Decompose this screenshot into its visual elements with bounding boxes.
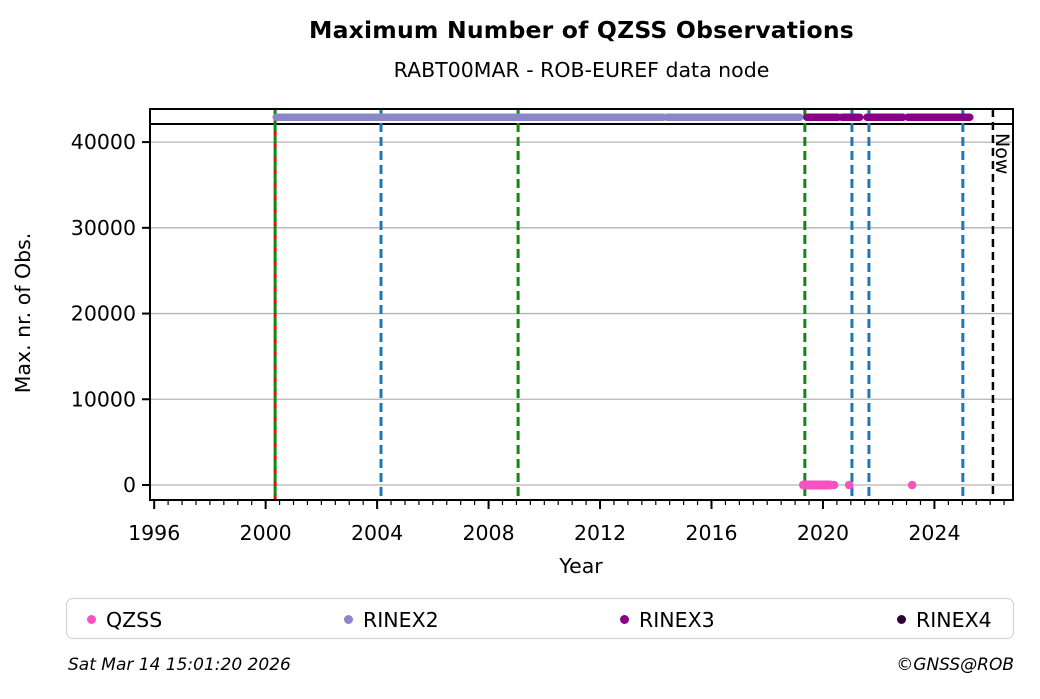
legend-label: RINEX2 xyxy=(363,607,439,632)
series-point-qzss xyxy=(907,480,917,490)
plot-frame xyxy=(149,108,1014,501)
plot-layers: 1996 2000 2004 2008 2012 2016 2020 2024 0 10000 20… xyxy=(71,108,1014,545)
plot-canvas: 1996 2000 2004 2008 2012 2016 2020 2024 0 10000 20… xyxy=(11,108,1014,578)
x-tick-label: 2008 xyxy=(462,521,514,545)
legend: QZSS RINEX2 RINEX3 RINEX4 xyxy=(66,598,1014,639)
x-tick-label: 2016 xyxy=(685,521,737,545)
legend-label: RINEX3 xyxy=(639,607,715,632)
x-tick-label: 2004 xyxy=(351,521,403,545)
plot-timestamp: Sat Mar 14 15:01:20 2026 xyxy=(68,655,291,675)
legend-item-rinex2: RINEX2 xyxy=(344,599,439,640)
x-tick-label: 1996 xyxy=(128,521,180,545)
legend-label: RINEX4 xyxy=(916,607,992,632)
copyright-credit: ©GNSS@ROB xyxy=(896,655,1014,675)
series-point-qzss xyxy=(844,480,854,490)
y-tick-label: 20000 xyxy=(71,302,136,326)
chart-subtitle: RABT00MAR - ROB-EUREF data node xyxy=(393,58,770,82)
y-tick-label: 10000 xyxy=(71,387,136,411)
rinex4-marker-icon xyxy=(897,615,906,624)
y-tick-label: 40000 xyxy=(71,130,136,154)
x-tick-label: 2020 xyxy=(797,521,849,545)
x-tick-label: 2012 xyxy=(574,521,626,545)
rinex3-marker-icon xyxy=(620,615,629,624)
x-tick-label: 2024 xyxy=(908,521,960,545)
qzss-marker-icon xyxy=(87,615,96,624)
y-tick-label: 30000 xyxy=(71,216,136,240)
legend-item-rinex4: RINEX4 xyxy=(897,599,992,640)
y-tick-label: 0 xyxy=(123,473,136,497)
legend-item-rinex3: RINEX3 xyxy=(620,599,715,640)
series-point-qzss xyxy=(829,480,839,490)
legend-label: QZSS xyxy=(106,607,163,632)
x-tick-label: 2000 xyxy=(240,521,292,545)
rinex2-marker-icon xyxy=(344,615,353,624)
now-label: Now xyxy=(991,133,1013,174)
legend-item-qzss: QZSS xyxy=(87,599,162,640)
x-axis-title: Year xyxy=(558,554,603,578)
chart-title: Maximum Number of QZSS Observations xyxy=(309,16,854,44)
y-axis-title: Max. nr. of Obs. xyxy=(11,233,35,394)
